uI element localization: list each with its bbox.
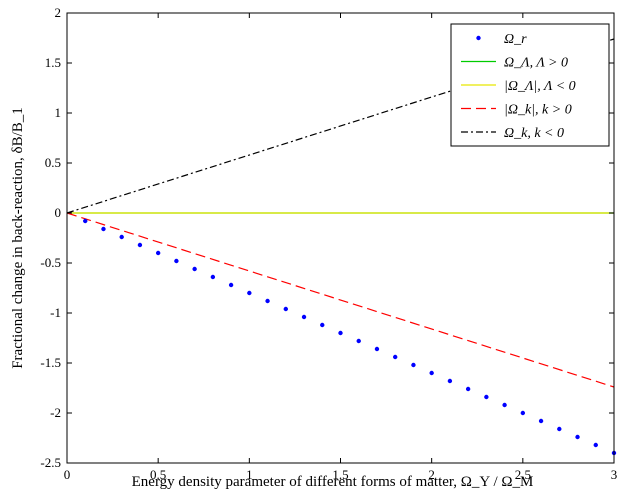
legend-label: |Ω_k|, k > 0 — [504, 103, 572, 118]
legend-label: Ω_k, k < 0 — [504, 126, 564, 141]
omega-r-point — [447, 378, 453, 384]
omega-r-point — [174, 258, 179, 264]
y-tick-label: -1.5 — [40, 355, 61, 370]
y-tick-label: 2 — [55, 5, 62, 20]
y-tick-label: 0 — [55, 205, 62, 220]
omega-r-point — [593, 442, 598, 448]
omega-r-point — [374, 346, 380, 352]
x-tick-label: 0.5 — [150, 467, 166, 482]
legend-label: Ω_Λ, Λ > 0 — [504, 56, 568, 71]
omega-r-point — [320, 322, 325, 328]
y-tick-label: 1 — [55, 105, 62, 120]
legend: Ω_r Ω_Λ, Λ > 0 |Ω_Λ|, Λ < 0 |Ω_k|, k > 0 Ω_k… — [450, 23, 610, 147]
omega-r-point — [155, 250, 161, 256]
omega-r-point — [393, 354, 398, 360]
omega-r-point — [356, 338, 361, 344]
x-tick-label: 2 — [428, 467, 435, 482]
series-layer — [66, 38, 617, 456]
y-tick-label: -2.5 — [40, 455, 61, 470]
x-tick-label: 2.5 — [515, 467, 531, 482]
y-tick-label: -1 — [50, 305, 61, 320]
omega-r-point — [538, 418, 544, 424]
x-tick-label: 0 — [64, 467, 71, 482]
x-tick-label: 1.5 — [332, 467, 348, 482]
y-axis-title: Fractional change in back-reaction, δB/B… — [10, 107, 26, 369]
omega-r-point — [247, 290, 252, 296]
y-tick-label: -0.5 — [40, 255, 61, 270]
omega-r-point — [137, 242, 143, 248]
series-line-4 — [66, 38, 615, 214]
omega-r-point — [301, 314, 307, 320]
y-tick-label: -2 — [50, 405, 61, 420]
x-tick-label: 3 — [611, 467, 618, 482]
y-tick-label: 0.5 — [45, 155, 61, 170]
omega-r-point — [557, 426, 562, 432]
omega-r-point — [83, 218, 88, 224]
omega-r-point — [502, 402, 507, 408]
omega-r-point — [192, 266, 197, 272]
omega-r-point — [283, 306, 288, 312]
omega-r-point — [119, 234, 124, 240]
x-tick-label: 1 — [246, 467, 253, 482]
legend-label: Ω_r — [504, 32, 527, 47]
omega-r-point — [484, 394, 489, 400]
tick-layer: 0 0.5 1 1.5 2 2.5 3 2 1.5 1 0.5 0 -0.5 -1 -1.5 -2 -2.5 — [40, 5, 617, 482]
series-line-3 — [66, 212, 615, 388]
legend-marker — [476, 35, 481, 41]
omega-r-point — [575, 434, 580, 440]
omega-r-point — [228, 282, 234, 288]
legend-label: |Ω_Λ|, Λ < 0 — [504, 79, 576, 94]
y-tick-label: 1.5 — [45, 55, 61, 70]
omega-r-point — [210, 274, 216, 280]
omega-r-point — [338, 330, 343, 336]
omega-r-point — [411, 362, 416, 368]
omega-r-point — [429, 370, 434, 376]
omega-r-point — [265, 298, 270, 304]
omega-r-point — [520, 410, 526, 416]
x-axis-title: Energy density parameter of different fo… — [132, 474, 534, 490]
omega-r-point — [101, 226, 106, 232]
omega-r-point — [465, 386, 471, 392]
